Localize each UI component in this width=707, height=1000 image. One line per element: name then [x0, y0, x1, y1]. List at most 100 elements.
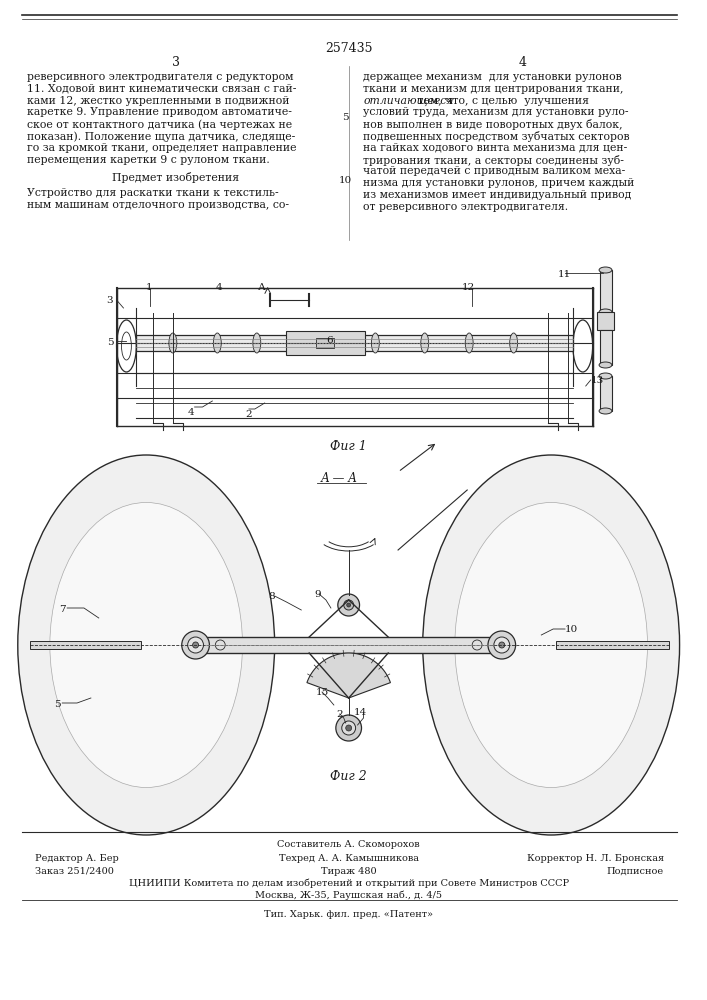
Text: Заказ 251/2400: Заказ 251/2400 [35, 867, 113, 876]
Text: ткани и механизм для центрирования ткани,: ткани и механизм для центрирования ткани… [363, 84, 624, 94]
Text: 5: 5 [54, 700, 61, 709]
Ellipse shape [510, 333, 518, 353]
Text: чатой передачей с приводным валиком меха-: чатой передачей с приводным валиком меха… [363, 166, 626, 176]
Bar [136, 335, 573, 351]
Ellipse shape [169, 333, 177, 353]
Text: А — А: А — А [320, 472, 357, 485]
Ellipse shape [488, 631, 515, 659]
Text: 6: 6 [326, 336, 332, 345]
Text: Устройство для раскатки ткани к текстиль-: Устройство для раскатки ткани к текстиль… [27, 188, 279, 198]
Text: низма для установки рулонов, причем каждый: низма для установки рулонов, причем кажд… [363, 178, 635, 188]
Text: от реверсивного электродвигателя.: от реверсивного электродвигателя. [363, 202, 568, 212]
Polygon shape [307, 653, 390, 698]
Text: Корректор Н. Л. Бронская: Корректор Н. Л. Бронская [527, 854, 664, 863]
Text: условий труда, механизм для установки руло-: условий труда, механизм для установки ру… [363, 107, 629, 117]
Text: 12: 12 [462, 283, 476, 292]
Text: из механизмов имеет индивидуальный привод: из механизмов имеет индивидуальный приво… [363, 190, 632, 200]
Text: подвешенных посредством зубчатых секторов: подвешенных посредством зубчатых секторо… [363, 131, 630, 142]
Text: перемещения каретки 9 с рулоном ткани.: перемещения каретки 9 с рулоном ткани. [27, 155, 269, 165]
Text: 5: 5 [342, 113, 349, 122]
Ellipse shape [599, 408, 612, 414]
Text: 7: 7 [59, 605, 66, 614]
Bar [286, 331, 366, 355]
Ellipse shape [346, 725, 351, 731]
Ellipse shape [344, 600, 354, 610]
Text: Предмет изобретения: Предмет изобретения [112, 172, 240, 183]
Text: тем, что, с целью  улучшения: тем, что, с целью улучшения [414, 96, 590, 106]
Text: 14: 14 [354, 708, 367, 717]
Bar [600, 330, 612, 365]
Text: на гайках ходового винта механизма для цен-: на гайках ходового винта механизма для ц… [363, 143, 628, 153]
Text: каретке 9. Управление приводом автоматиче-: каретке 9. Управление приводом автоматич… [27, 107, 291, 117]
Bar [30, 641, 141, 649]
Text: 13: 13 [590, 376, 604, 385]
Ellipse shape [182, 631, 209, 659]
Text: Фиг 1: Фиг 1 [330, 440, 367, 453]
Ellipse shape [599, 309, 612, 315]
Ellipse shape [423, 455, 679, 835]
Bar [206, 637, 492, 653]
Ellipse shape [599, 267, 612, 273]
Ellipse shape [455, 502, 648, 788]
Ellipse shape [187, 637, 204, 653]
Text: держащее механизм  для установки рулонов: держащее механизм для установки рулонов [363, 72, 622, 82]
Text: ЦНИИПИ Комитета по делам изобретений и открытий при Совете Министров СССР: ЦНИИПИ Комитета по делам изобретений и о… [129, 879, 568, 888]
Text: реверсивного электродвигателя с редуктором: реверсивного электродвигателя с редуктор… [27, 72, 293, 82]
Ellipse shape [338, 594, 360, 616]
Text: 4: 4 [187, 408, 194, 417]
Text: Москва, Ж-35, Раушская наб., д. 4/5: Москва, Ж-35, Раушская наб., д. 4/5 [255, 891, 442, 900]
Text: 1: 1 [146, 283, 153, 292]
Ellipse shape [599, 362, 612, 368]
Text: ками 12, жестко укрепленными в подвижной: ками 12, жестко укрепленными в подвижной [27, 96, 289, 106]
Ellipse shape [371, 333, 379, 353]
Text: 9: 9 [314, 590, 321, 599]
Text: показан). Положение щупа датчика, следяще-: показан). Положение щупа датчика, следящ… [27, 131, 295, 142]
Text: трирования ткани, а секторы соединены зуб-: трирования ткани, а секторы соединены зу… [363, 155, 624, 166]
Text: 5: 5 [107, 338, 113, 347]
Text: Тираж 480: Тираж 480 [321, 867, 377, 876]
Ellipse shape [192, 642, 199, 648]
Ellipse shape [494, 637, 510, 653]
Ellipse shape [346, 603, 351, 607]
Text: 3: 3 [107, 296, 113, 305]
Text: 4: 4 [518, 56, 527, 69]
Text: Техред А. А. Камышникова: Техред А. А. Камышникова [279, 854, 419, 863]
Ellipse shape [214, 333, 221, 353]
Text: Тип. Харьк. фил. пред. «Патент»: Тип. Харьк. фил. пред. «Патент» [264, 910, 433, 919]
Text: 11. Ходовой винт кинематически связан с гай-: 11. Ходовой винт кинематически связан с … [27, 84, 296, 94]
Text: Составитель А. Скоморохов: Составитель А. Скоморохов [277, 840, 420, 849]
Ellipse shape [465, 333, 473, 353]
Text: Редактор А. Бер: Редактор А. Бер [35, 854, 118, 863]
Text: 10: 10 [339, 176, 352, 185]
Ellipse shape [341, 721, 356, 735]
Text: Подписное: Подписное [607, 867, 664, 876]
Text: Фиг 2: Фиг 2 [330, 770, 367, 783]
Bar [556, 641, 669, 649]
Text: 3: 3 [172, 56, 180, 69]
Ellipse shape [50, 502, 243, 788]
Ellipse shape [253, 333, 261, 353]
Bar [600, 270, 612, 312]
Ellipse shape [599, 373, 612, 379]
Ellipse shape [499, 642, 505, 648]
Text: го за кромкой ткани, определяет направление: го за кромкой ткани, определяет направле… [27, 143, 296, 153]
Text: 2: 2 [336, 710, 342, 719]
Text: 11: 11 [558, 270, 571, 279]
Text: 4: 4 [216, 283, 223, 292]
Text: ным машинам отделочного производства, со-: ным машинам отделочного производства, со… [27, 200, 288, 210]
Text: 2: 2 [245, 410, 252, 419]
Ellipse shape [336, 715, 361, 741]
Text: 10: 10 [565, 625, 578, 634]
Ellipse shape [421, 333, 428, 353]
Text: ское от контактного датчика (на чертежах не: ское от контактного датчика (на чертежах… [27, 119, 292, 130]
Text: 15: 15 [316, 688, 329, 697]
Bar [597, 312, 614, 330]
Ellipse shape [18, 455, 274, 835]
Bar [316, 338, 334, 348]
Text: 257435: 257435 [325, 42, 373, 55]
Text: А: А [258, 283, 266, 292]
Bar [600, 376, 612, 411]
Text: нов выполнен в виде поворотных двух балок,: нов выполнен в виде поворотных двух бало… [363, 119, 623, 130]
Text: 8: 8 [269, 592, 275, 601]
Text: отличающееся: отличающееся [363, 96, 454, 106]
